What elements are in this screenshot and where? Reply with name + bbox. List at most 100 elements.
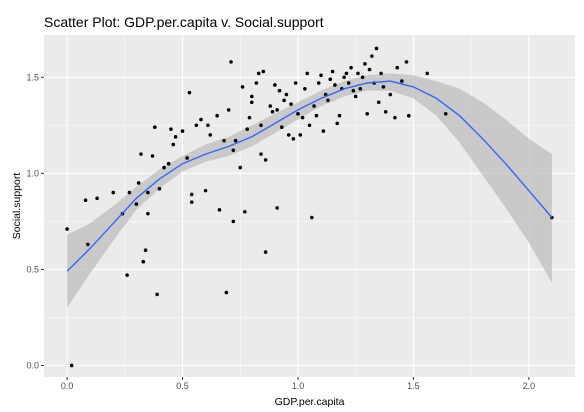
chart-title: Scatter Plot: GDP.per.capita v. Social.s… <box>44 14 324 30</box>
data-point <box>379 71 383 76</box>
data-point <box>404 60 409 64</box>
data-point <box>275 108 279 112</box>
y-tick-label: 0.0 <box>26 360 39 370</box>
data-point <box>263 158 268 162</box>
data-point <box>363 62 367 66</box>
data-point <box>171 142 176 147</box>
data-point <box>189 192 194 197</box>
data-point <box>245 127 249 131</box>
data-points <box>65 46 554 368</box>
data-point <box>367 67 372 72</box>
data-point <box>231 219 236 224</box>
data-point <box>291 136 296 141</box>
data-point <box>395 65 400 70</box>
data-point <box>194 123 199 128</box>
data-point <box>206 123 210 128</box>
data-point <box>388 92 393 97</box>
data-point <box>282 98 286 103</box>
data-point <box>203 188 208 193</box>
data-point <box>443 111 448 116</box>
data-point <box>139 152 143 156</box>
data-point <box>346 81 351 85</box>
data-point <box>268 104 273 108</box>
data-point <box>185 156 189 160</box>
data-point <box>303 86 307 91</box>
data-point <box>180 129 185 133</box>
data-point <box>199 117 203 122</box>
data-point <box>316 81 321 85</box>
data-point <box>256 71 261 76</box>
data-point <box>155 292 159 297</box>
data-point <box>243 209 247 214</box>
data-point <box>284 92 289 97</box>
data-point <box>300 115 305 120</box>
x-tick-label: 1.5 <box>407 381 420 391</box>
data-point <box>286 133 291 137</box>
y-axis-title: Social.support <box>11 173 23 240</box>
data-point <box>319 73 323 78</box>
y-tick-label: 1.0 <box>26 168 39 178</box>
data-point <box>383 110 388 114</box>
data-point <box>240 85 245 89</box>
data-point <box>360 75 365 80</box>
data-point <box>335 121 340 126</box>
data-point <box>376 100 381 105</box>
data-point <box>169 127 173 131</box>
data-point <box>314 113 319 118</box>
data-point <box>374 46 379 51</box>
data-point <box>298 133 303 137</box>
data-point <box>247 115 252 120</box>
data-point <box>326 98 330 103</box>
data-point <box>351 88 356 93</box>
data-point <box>349 65 353 70</box>
grid-major <box>44 35 575 377</box>
data-point <box>146 190 150 195</box>
data-point <box>157 186 162 191</box>
data-point <box>127 190 132 195</box>
data-point <box>275 206 279 210</box>
data-point <box>162 165 166 170</box>
data-point <box>217 208 222 212</box>
data-point <box>111 190 116 195</box>
data-point <box>261 69 266 74</box>
data-point <box>173 135 178 139</box>
x-tick-label: 1.0 <box>292 381 305 391</box>
data-point <box>153 125 157 130</box>
data-point <box>400 79 404 83</box>
data-point <box>146 211 150 216</box>
data-point <box>358 86 363 91</box>
data-point <box>289 102 293 106</box>
data-point <box>187 90 192 95</box>
data-point <box>342 75 346 80</box>
data-point <box>208 133 213 137</box>
data-point <box>226 108 231 112</box>
data-point <box>310 215 314 220</box>
data-point <box>86 242 90 247</box>
data-point <box>279 125 284 130</box>
data-point <box>95 196 99 201</box>
data-point <box>259 123 263 128</box>
data-point <box>259 152 263 156</box>
y-tick-label: 1.5 <box>26 72 39 82</box>
x-axis-ticks: 0.0 0.5 1.0 1.5 2.0 <box>61 377 535 391</box>
data-point <box>393 115 397 120</box>
data-point <box>229 60 233 64</box>
data-point <box>238 165 243 170</box>
data-point <box>293 81 298 85</box>
data-point <box>406 113 411 118</box>
data-point <box>254 81 259 85</box>
data-point <box>328 77 333 81</box>
data-point <box>337 113 342 118</box>
data-point <box>356 71 360 76</box>
y-axis-ticks: 0.0 0.5 1.0 1.5 <box>26 72 44 370</box>
data-point <box>143 248 148 252</box>
data-point <box>224 290 229 295</box>
x-tick-label: 2.0 <box>523 381 536 391</box>
data-point <box>277 88 282 93</box>
data-point <box>312 104 316 108</box>
data-point <box>125 273 129 277</box>
data-point <box>141 259 146 264</box>
data-point <box>222 138 226 143</box>
data-point <box>270 110 275 114</box>
